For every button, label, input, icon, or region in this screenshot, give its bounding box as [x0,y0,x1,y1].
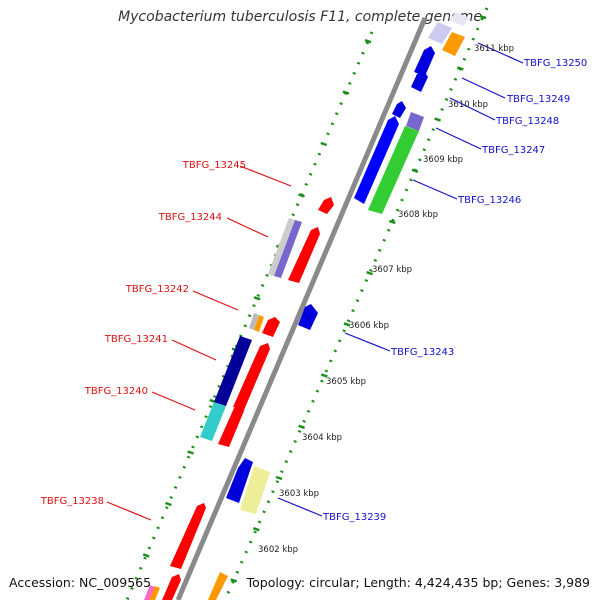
gene-label-tbfg-13247[interactable]: TBFG_13247 [481,145,545,156]
gene-block[interactable] [214,336,252,406]
scale-dash [298,424,305,429]
reverse-strand-genes [144,197,334,600]
gene-label-tbfg-13242[interactable]: TBFG_13242 [125,284,189,295]
scale-dash [230,578,238,583]
gene-block[interactable] [442,32,465,56]
gene-block[interactable] [218,405,244,447]
gene-block[interactable] [268,218,295,276]
tick-label-3607: 3607 kbp [372,265,412,275]
gene-block[interactable] [200,402,226,441]
gene-block[interactable] [162,574,181,600]
genome-backbone [175,17,428,600]
genome-summary-text: Topology: circular; Length: 4,424,435 bp… [246,575,590,590]
gene-label-tbfg-13240[interactable]: TBFG_13240 [84,386,148,397]
map-title: Mycobacterium tuberculosis F11, complete… [118,9,482,25]
gene-block[interactable] [414,46,435,76]
tick-label-3603: 3603 kbp [279,489,319,499]
scale-dash [253,296,261,301]
scale-dash [364,39,372,44]
gene-block[interactable] [254,315,264,332]
scale-dash [479,14,487,20]
gene-block[interactable] [226,458,253,503]
tick-label-3606: 3606 kbp [349,321,389,331]
scale-dash [388,219,396,225]
tick-label-3610: 3610 kbp [448,100,488,110]
tick-label-3608: 3608 kbp [398,210,438,220]
gene-label-tbfg-13250[interactable]: TBFG_13250 [523,58,587,69]
tick-label-3611: 3611 kbp [474,44,514,54]
gene-block[interactable] [170,503,206,569]
gene-block[interactable] [354,116,399,204]
gene-label-tbfg-13248[interactable]: TBFG_13248 [495,116,559,127]
accession-text: Accession: NC_009565 [9,575,152,590]
scale-dash [342,90,350,95]
scale-dash [187,450,194,455]
inner-dotted-guide [223,7,489,600]
scale-dash [252,527,260,532]
gene-block[interactable] [406,112,424,131]
left-gene-labels: TBFG_13245 TBFG_13244 TBFG_13242 TBFG_13… [40,160,246,507]
gene-block[interactable] [274,220,302,278]
scale-dash [411,168,419,173]
scale-dash [165,501,172,507]
gene-block[interactable] [392,101,406,118]
scale-dash [275,475,283,481]
gene-block[interactable] [288,227,320,283]
gene-label-tbfg-13243[interactable]: TBFG_13243 [390,347,454,358]
gene-label-tbfg-13246[interactable]: TBFG_13246 [457,195,521,206]
gene-block[interactable] [208,572,228,600]
gene-block[interactable] [240,466,270,514]
kbp-tick-labels: 3602 kbp 3603 kbp 3604 kbp 3605 kbp 3606… [258,44,514,555]
scale-dash [366,271,373,276]
forward-strand-genes [226,12,470,514]
gene-label-tbfg-13244[interactable]: TBFG_13244 [158,212,222,223]
gene-label-tbfg-13249[interactable]: TBFG_13249 [506,94,570,105]
gene-block[interactable] [249,313,259,330]
scale-dash [434,117,441,122]
scale-dashes [142,14,487,583]
gene-block[interactable] [449,12,470,26]
right-leader-lines [277,42,524,517]
gene-block[interactable] [144,585,155,600]
scale-dash [142,553,150,558]
gene-block[interactable] [298,304,318,330]
scale-dash [320,373,328,378]
gene-label-tbfg-13245[interactable]: TBFG_13245 [182,160,246,171]
tick-label-3605: 3605 kbp [326,377,366,387]
gene-block[interactable] [318,197,334,214]
right-gene-labels: TBFG_13250 TBFG_13249 TBFG_13248 TBFG_13… [322,58,587,523]
gene-block[interactable] [411,71,428,92]
left-leader-lines [106,165,292,521]
gene-block[interactable] [262,317,280,337]
scale-dash [298,193,305,198]
scale-dash [320,141,328,147]
gene-block[interactable] [233,343,270,410]
gene-block[interactable] [428,22,452,44]
scale-dash [343,322,351,327]
scale-dash [456,66,464,71]
gene-block[interactable] [149,586,160,600]
tick-label-3609: 3609 kbp [423,155,463,165]
gene-label-tbfg-13241[interactable]: TBFG_13241 [104,334,168,345]
gene-label-tbfg-13239[interactable]: TBFG_13239 [322,512,386,523]
tick-label-3604: 3604 kbp [302,433,342,443]
gene-block[interactable] [368,126,419,214]
gene-label-tbfg-13238[interactable]: TBFG_13238 [40,496,104,507]
tick-label-3602: 3602 kbp [258,545,298,555]
outer-dotted-guide [125,31,374,600]
